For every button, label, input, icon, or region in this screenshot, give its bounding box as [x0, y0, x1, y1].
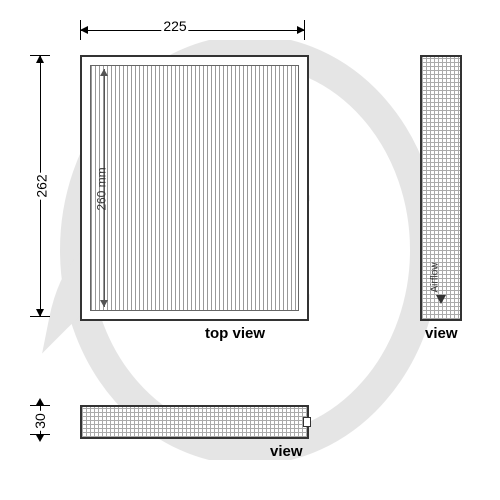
dim-front-height-value: 30 [32, 411, 48, 431]
inner-height-label: 260 mm [95, 167, 109, 210]
arrowhead [36, 398, 44, 405]
arrowhead [297, 26, 305, 34]
arrowhead [36, 309, 44, 317]
arrowhead [100, 69, 108, 76]
dim-tick [30, 405, 50, 406]
drawing-canvas: H 225 262 260 mm top view Airflow view 3… [0, 0, 500, 500]
top-view-body: 260 mm [80, 55, 309, 321]
top-view-label: top view [205, 325, 265, 342]
airflow-label: Airflow [430, 262, 441, 292]
dim-line-top-width [80, 30, 305, 31]
front-view-body [80, 405, 309, 439]
arrowhead [36, 435, 44, 442]
dim-top-width-value: 225 [161, 18, 188, 34]
front-view-tab [303, 417, 311, 427]
side-view-body: Airflow [420, 55, 462, 321]
arrowhead [80, 26, 88, 34]
front-view-label: view [270, 443, 303, 460]
airflow-arrow-icon [436, 295, 446, 304]
side-view-label: view [425, 325, 458, 342]
dim-top-height-value: 262 [34, 172, 50, 199]
arrowhead [100, 300, 108, 307]
top-view-pleats [90, 65, 299, 311]
arrowhead [36, 55, 44, 63]
